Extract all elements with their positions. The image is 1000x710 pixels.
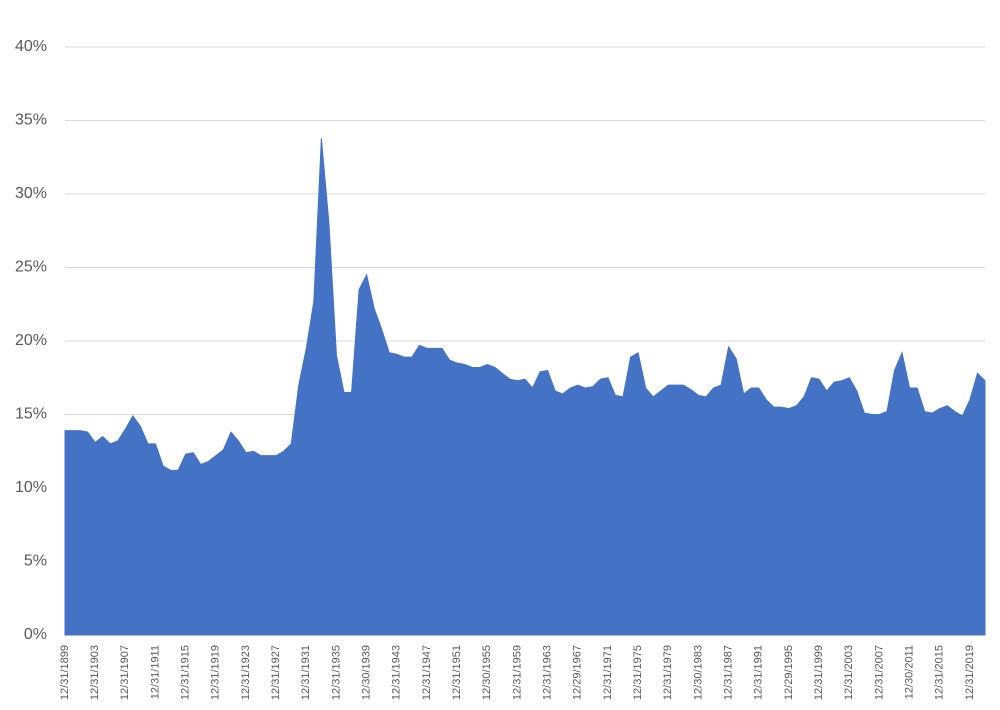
x-tick-label: 12/31/1915 (180, 645, 192, 700)
y-tick-label: 5% (24, 553, 47, 570)
x-tick-label: 12/31/1999 (813, 645, 825, 700)
x-tick-label: 12/31/1927 (270, 645, 282, 700)
x-tick-label: 12/31/2003 (843, 645, 855, 700)
x-tick-label: 12/31/2007 (873, 645, 885, 700)
y-tick-label: 0% (24, 626, 47, 643)
x-tick-label: 12/31/1911 (149, 645, 161, 699)
x-tick-label: 12/30/2011 (903, 645, 915, 699)
x-tick-label: 12/29/1967 (572, 645, 584, 700)
x-tick-label: 12/31/2019 (964, 645, 976, 700)
x-tick-label: 12/31/1975 (632, 645, 644, 700)
x-tick-label: 12/29/1995 (783, 645, 795, 700)
x-tick-label: 12/31/1971 (602, 645, 614, 700)
y-tick-label: 30% (15, 185, 47, 202)
y-tick-label: 40% (15, 38, 47, 55)
x-tick-label: 12/31/1963 (542, 645, 554, 700)
y-tick-label: 10% (15, 479, 47, 496)
x-tick-label: 12/31/1991 (753, 645, 765, 700)
y-tick-label: 35% (15, 112, 47, 129)
x-tick-label: 12/31/1947 (421, 645, 433, 700)
x-tick-label: 12/31/1899 (59, 645, 71, 700)
y-tick-label: 20% (15, 332, 47, 349)
x-tick-label: 12/30/1955 (481, 645, 493, 700)
x-tick-label: 12/31/1959 (511, 645, 523, 700)
x-tick-label: 12/31/1923 (240, 645, 252, 700)
x-tick-label: 12/30/1939 (361, 645, 373, 700)
y-tick-label: 25% (15, 259, 47, 276)
y-tick-label: 15% (15, 406, 47, 423)
x-tick-label: 12/31/1919 (210, 645, 222, 700)
x-tick-label: 12/31/1931 (300, 645, 312, 700)
x-tick-label: 12/31/1951 (451, 645, 463, 700)
area (64, 138, 986, 636)
x-tick-label: 12/31/1903 (89, 645, 101, 700)
x-tick-label: 12/31/1979 (662, 645, 674, 700)
x-tick-label: 12/31/1987 (723, 645, 735, 700)
x-tick-label: 12/31/1943 (391, 645, 403, 700)
x-tick-label: 12/30/1983 (692, 645, 704, 700)
x-tick-label: 12/31/1935 (330, 645, 342, 700)
x-tick-label: 12/31/1907 (119, 645, 131, 700)
x-tick-label: 12/31/2015 (934, 645, 946, 700)
